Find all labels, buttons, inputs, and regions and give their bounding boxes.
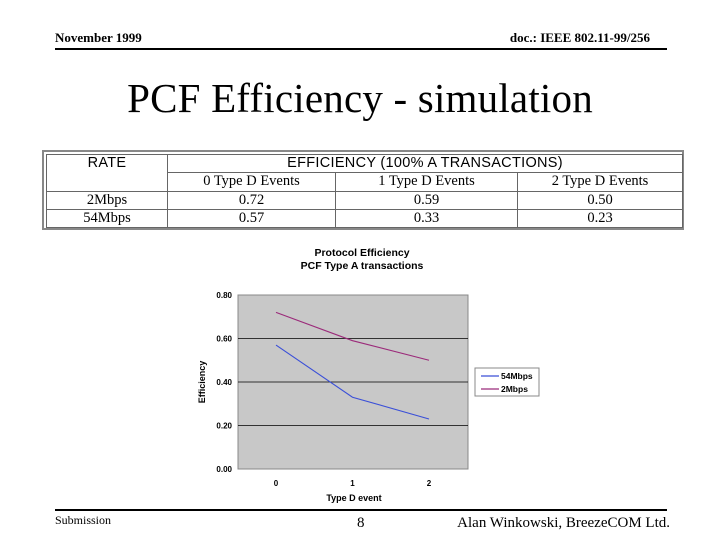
x-axis-label: Type D event bbox=[326, 493, 381, 503]
legend-label: 54Mbps bbox=[501, 371, 533, 381]
chart-title: Protocol Efficiency bbox=[314, 247, 409, 259]
efficiency-table: RATE EFFICIENCY (100% A TRANSACTIONS) 0 … bbox=[46, 153, 684, 229]
series-line-54mbps bbox=[275, 344, 430, 420]
y-tick-label: 0.40 bbox=[216, 378, 232, 387]
legend-label: 2Mbps bbox=[501, 384, 528, 394]
y-tick-label: 0.80 bbox=[216, 291, 232, 300]
y-tick-label: 0.60 bbox=[216, 335, 232, 344]
series-line-2mbps bbox=[275, 311, 430, 361]
efficiency-table-frame: RATE EFFICIENCY (100% A TRANSACTIONS) 0 … bbox=[42, 150, 684, 230]
legend: 54Mbps 2Mbps bbox=[474, 367, 540, 397]
rate-cell: 54Mbps bbox=[46, 208, 168, 229]
table-row: 54Mbps 0.57 0.33 0.23 bbox=[46, 208, 684, 229]
header-date: November 1999 bbox=[55, 30, 142, 45]
column-header: 1 Type D Events bbox=[335, 172, 518, 192]
slide-title: PCF Efficiency - simulation bbox=[127, 75, 593, 121]
footer-author: Alan Winkowski, BreezeCOM Ltd. bbox=[457, 515, 670, 531]
efficiency-header: EFFICIENCY (100% A TRANSACTIONS) bbox=[166, 153, 684, 174]
x-tick-label: 1 bbox=[350, 479, 355, 488]
y-axis-label: Efficiency bbox=[197, 361, 207, 404]
column-header: 0 Type D Events bbox=[167, 172, 336, 192]
footer-submission: Submission bbox=[55, 513, 112, 527]
value-cell: 0.57 bbox=[167, 208, 336, 229]
legend-box bbox=[474, 367, 540, 397]
header-doc-id: doc.: IEEE 802.11-99/256 bbox=[509, 30, 650, 45]
y-tick-label: 0.00 bbox=[216, 465, 232, 474]
page-number: 8 bbox=[357, 515, 365, 531]
chart-subtitle: PCF Type A transactions bbox=[301, 260, 424, 272]
column-header: 2 Type D Events bbox=[516, 172, 684, 192]
footer-rule bbox=[55, 509, 667, 511]
x-tick-label: 2 bbox=[427, 479, 432, 488]
value-cell: 0.23 bbox=[516, 208, 684, 229]
x-tick-label: 0 bbox=[274, 479, 279, 488]
rate-header: RATE bbox=[46, 154, 168, 192]
header-rule bbox=[55, 48, 667, 50]
value-cell: 0.33 bbox=[335, 208, 518, 229]
y-tick-label: 0.20 bbox=[216, 422, 232, 431]
